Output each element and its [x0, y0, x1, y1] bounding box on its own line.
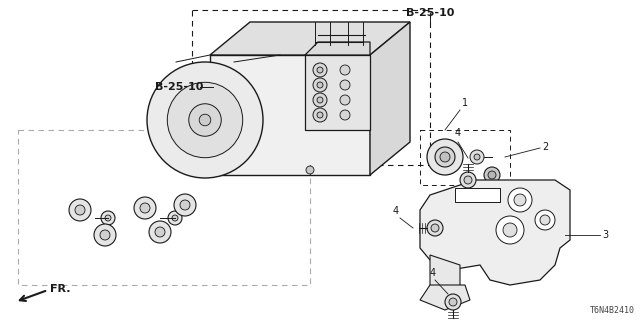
- Circle shape: [340, 65, 350, 75]
- Circle shape: [440, 152, 450, 162]
- Circle shape: [535, 210, 555, 230]
- Text: 3: 3: [602, 230, 608, 240]
- Circle shape: [313, 108, 327, 122]
- Text: FR.: FR.: [50, 284, 70, 294]
- Circle shape: [306, 166, 314, 174]
- Circle shape: [464, 176, 472, 184]
- Circle shape: [340, 110, 350, 120]
- Polygon shape: [210, 22, 410, 55]
- Circle shape: [460, 172, 476, 188]
- Circle shape: [101, 211, 115, 225]
- Polygon shape: [455, 188, 500, 202]
- Text: 1: 1: [462, 98, 468, 108]
- Circle shape: [449, 298, 457, 306]
- Circle shape: [484, 167, 500, 183]
- Polygon shape: [420, 180, 570, 285]
- Circle shape: [140, 203, 150, 213]
- Circle shape: [105, 215, 111, 221]
- Text: B-25-10: B-25-10: [406, 8, 454, 18]
- Polygon shape: [430, 255, 460, 290]
- Circle shape: [147, 62, 263, 178]
- Circle shape: [317, 97, 323, 103]
- Circle shape: [431, 224, 439, 232]
- Circle shape: [317, 67, 323, 73]
- Text: B-25-10: B-25-10: [155, 82, 204, 92]
- Circle shape: [340, 95, 350, 105]
- Circle shape: [155, 227, 165, 237]
- Circle shape: [168, 211, 182, 225]
- Polygon shape: [210, 55, 370, 175]
- Circle shape: [313, 78, 327, 92]
- Circle shape: [172, 215, 178, 221]
- Text: 4: 4: [455, 128, 461, 138]
- Circle shape: [167, 82, 243, 158]
- Polygon shape: [305, 55, 370, 130]
- Circle shape: [94, 224, 116, 246]
- Circle shape: [488, 171, 496, 179]
- Circle shape: [69, 199, 91, 221]
- Circle shape: [540, 215, 550, 225]
- Text: 4: 4: [430, 268, 436, 278]
- Circle shape: [199, 114, 211, 126]
- Text: 4: 4: [393, 206, 399, 216]
- Circle shape: [445, 294, 461, 310]
- Circle shape: [134, 197, 156, 219]
- Circle shape: [435, 147, 455, 167]
- Circle shape: [313, 93, 327, 107]
- Circle shape: [189, 104, 221, 136]
- Circle shape: [508, 188, 532, 212]
- Circle shape: [340, 80, 350, 90]
- Circle shape: [75, 205, 85, 215]
- Text: 2: 2: [542, 142, 548, 152]
- Circle shape: [514, 194, 526, 206]
- Circle shape: [474, 154, 480, 160]
- Circle shape: [100, 230, 110, 240]
- Circle shape: [149, 221, 171, 243]
- Ellipse shape: [193, 88, 257, 152]
- Circle shape: [427, 220, 443, 236]
- Circle shape: [180, 200, 190, 210]
- Text: T6N4B2410: T6N4B2410: [590, 306, 635, 315]
- Circle shape: [174, 194, 196, 216]
- Circle shape: [470, 150, 484, 164]
- Circle shape: [313, 63, 327, 77]
- Circle shape: [427, 139, 463, 175]
- Circle shape: [503, 223, 517, 237]
- Circle shape: [496, 216, 524, 244]
- Circle shape: [317, 112, 323, 118]
- Polygon shape: [370, 22, 410, 175]
- Polygon shape: [420, 285, 470, 310]
- Circle shape: [317, 82, 323, 88]
- Polygon shape: [305, 42, 370, 55]
